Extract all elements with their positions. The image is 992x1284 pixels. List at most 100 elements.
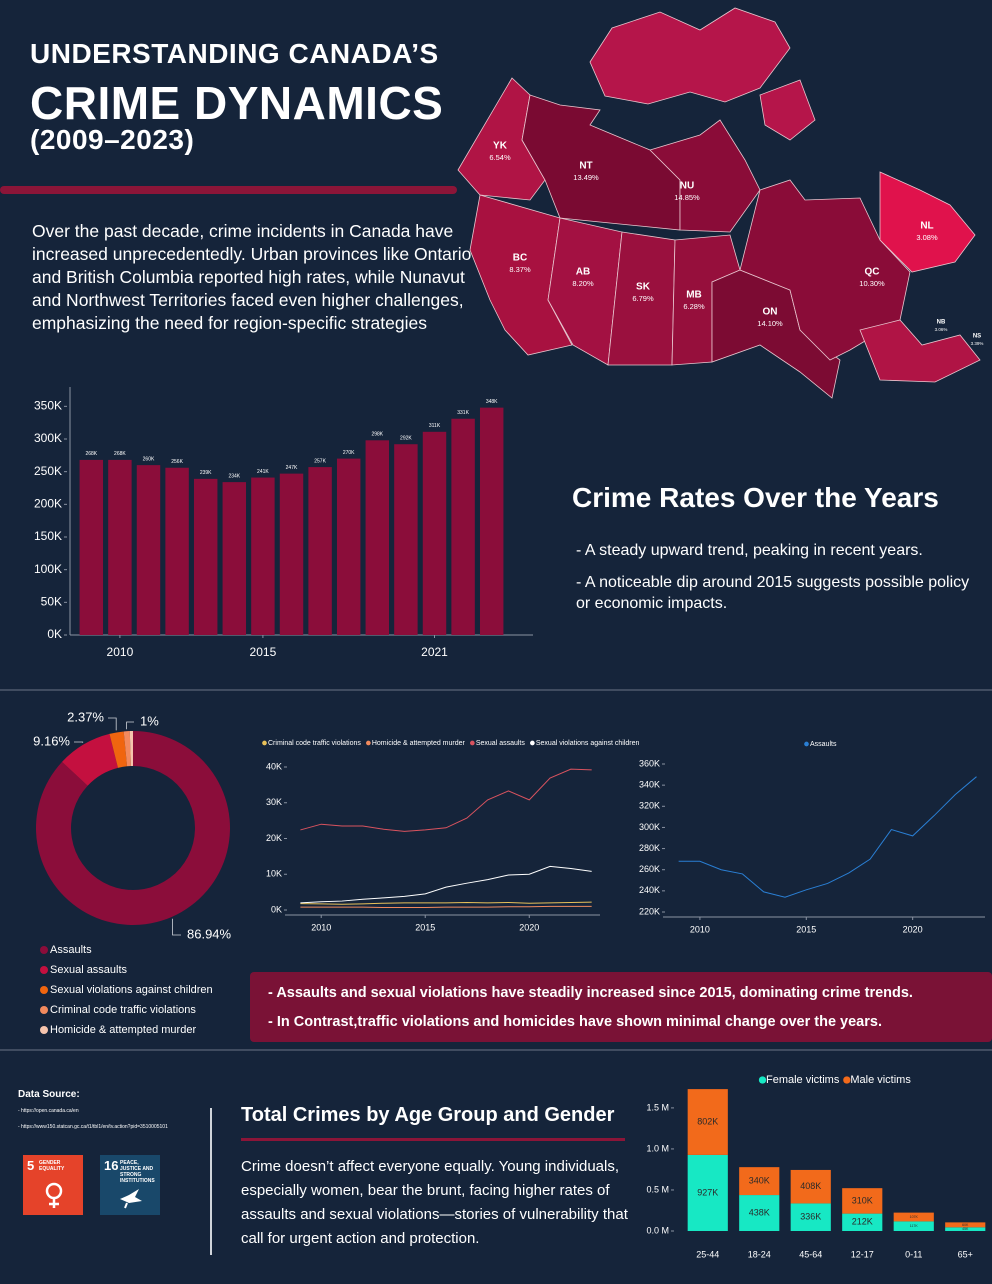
map-region bbox=[521, 94, 681, 231]
y-tick-label: 40K bbox=[266, 761, 282, 771]
region-share: 3.06% bbox=[935, 327, 948, 332]
x-tick-label: 2020 bbox=[519, 922, 539, 932]
bar-segment bbox=[945, 1227, 986, 1231]
region-share: 6.79% bbox=[632, 294, 654, 303]
bar bbox=[136, 465, 161, 635]
title-main: CRIME DYNAMICS bbox=[30, 77, 444, 129]
y-tick-label: 1.0 M bbox=[646, 1143, 669, 1153]
bar-segment bbox=[842, 1188, 883, 1214]
heading-underline bbox=[241, 1138, 625, 1141]
value-label: 9.16% bbox=[33, 733, 70, 748]
region-share: 6.28% bbox=[683, 302, 705, 311]
bar bbox=[336, 458, 361, 635]
title-underline bbox=[0, 186, 457, 194]
region-share: 8.20% bbox=[572, 279, 594, 288]
region-code: YK bbox=[493, 141, 508, 152]
y-tick-label: 360K bbox=[639, 758, 660, 768]
bar bbox=[479, 407, 504, 635]
source-title: Data Source: bbox=[18, 1089, 80, 1100]
x-tick-label: 2010 bbox=[311, 922, 331, 932]
region-code: QC bbox=[865, 267, 880, 278]
y-tick-label: 0K bbox=[271, 904, 282, 914]
y-tick-label: 320K bbox=[639, 801, 660, 811]
legend-label: Homicide & attempted murder bbox=[50, 1024, 196, 1036]
region-code: BC bbox=[513, 253, 527, 264]
legend-swatch bbox=[40, 946, 48, 954]
region-share: 14.85% bbox=[674, 193, 700, 202]
legend-swatch bbox=[843, 1076, 851, 1084]
bar-segment bbox=[739, 1167, 780, 1196]
summary-box bbox=[250, 972, 992, 1042]
leader-line bbox=[74, 741, 84, 743]
legend-swatch bbox=[530, 740, 535, 746]
region-code: NL bbox=[920, 221, 933, 232]
value-label: 408K bbox=[800, 1181, 821, 1191]
value-label: 260K bbox=[143, 456, 155, 462]
canada-map bbox=[457, 7, 981, 399]
leader-line bbox=[108, 717, 117, 731]
donut-slice bbox=[35, 731, 230, 925]
y-tick-label: 200K bbox=[34, 497, 62, 511]
value-label: 239K bbox=[200, 470, 212, 476]
bar bbox=[222, 482, 247, 635]
map-region bbox=[759, 79, 816, 141]
value-label: 270K bbox=[343, 450, 355, 456]
legend-swatch bbox=[40, 966, 48, 974]
x-tick-label: 18-24 bbox=[748, 1249, 771, 1259]
bar bbox=[193, 478, 218, 635]
y-tick-label: 100K bbox=[34, 562, 62, 576]
legend-swatch bbox=[470, 740, 475, 746]
value-label: 107K bbox=[910, 1215, 919, 1219]
value-label: 86.94% bbox=[187, 926, 232, 941]
bar-segment bbox=[893, 1221, 934, 1231]
bar-segment bbox=[842, 1213, 883, 1231]
age-title: Total Crimes by Age Group and Gender bbox=[241, 1104, 615, 1126]
bar bbox=[308, 467, 332, 635]
region-code: NS bbox=[973, 334, 981, 340]
x-tick-label: 2015 bbox=[250, 645, 277, 659]
y-tick-label: 340K bbox=[639, 780, 660, 790]
value-label: 298K bbox=[371, 432, 383, 438]
y-tick-label: 280K bbox=[639, 843, 660, 853]
title-line: UNDERSTANDING CANADA’S bbox=[30, 38, 439, 69]
region-share: 13.49% bbox=[573, 173, 599, 182]
legend-swatch bbox=[40, 1026, 48, 1034]
bar bbox=[79, 459, 104, 635]
line-series bbox=[300, 901, 592, 905]
x-tick-label: 2021 bbox=[421, 645, 448, 659]
legend-label: Sexual violations against children bbox=[50, 984, 213, 996]
value-label: 348K bbox=[486, 399, 498, 405]
region-code: AB bbox=[576, 267, 590, 278]
legend-label: Sexual assaults bbox=[50, 964, 128, 976]
legend-label: Criminal code traffic violations bbox=[268, 740, 361, 747]
y-tick-label: 0.0 M bbox=[646, 1225, 669, 1235]
bar-segment bbox=[739, 1195, 780, 1231]
summary-bullet: - In Contrast,traffic violations and hom… bbox=[268, 1014, 882, 1030]
value-label: 1% bbox=[140, 713, 159, 728]
legend-swatch bbox=[758, 1076, 767, 1084]
value-label: 212K bbox=[852, 1217, 873, 1227]
y-tick-label: 0K bbox=[47, 627, 62, 641]
bar bbox=[165, 467, 189, 635]
value-label: 438K bbox=[749, 1207, 770, 1217]
x-tick-label: 12-17 bbox=[851, 1249, 874, 1259]
bar bbox=[108, 459, 132, 635]
y-tick-label: 250K bbox=[34, 464, 62, 478]
y-tick-label: 50K bbox=[41, 595, 62, 609]
sdg-badge: 5 GENDER EQUALITY bbox=[23, 1155, 83, 1215]
region-share: 3.39% bbox=[971, 341, 984, 346]
value-label: 2.37% bbox=[67, 709, 104, 724]
badge-icon bbox=[45, 1182, 63, 1208]
y-tick-label: 150K bbox=[34, 529, 62, 543]
donut-slice bbox=[123, 731, 131, 767]
legend-swatch bbox=[366, 740, 371, 746]
badge-number: 5 bbox=[27, 1158, 35, 1173]
map-region bbox=[859, 319, 981, 383]
line-series bbox=[300, 905, 592, 908]
x-tick-label: 65+ bbox=[958, 1249, 973, 1259]
legend-label: Male victims bbox=[850, 1074, 911, 1086]
map-region bbox=[879, 171, 976, 273]
legend-label: Female victims bbox=[766, 1074, 840, 1086]
bar-segment bbox=[945, 1222, 986, 1228]
